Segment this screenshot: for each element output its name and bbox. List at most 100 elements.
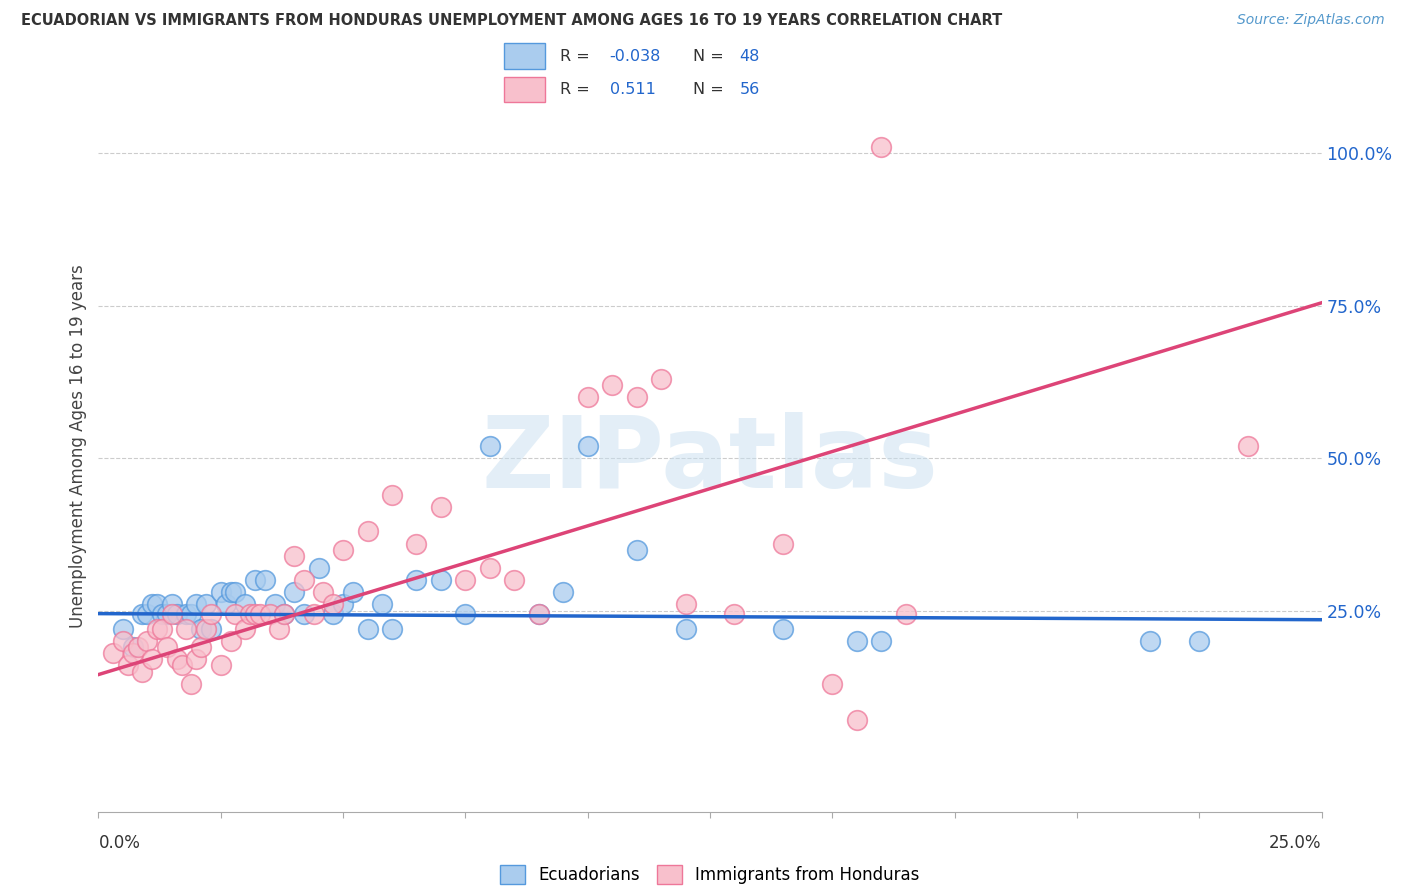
Point: [219, 585, 242, 599]
Point: [186, 598, 208, 612]
Point: [141, 598, 163, 612]
Text: 48: 48: [740, 49, 759, 63]
Point: [263, 598, 285, 612]
Text: R =: R =: [560, 49, 591, 63]
Point: [870, 140, 893, 154]
Point: [195, 622, 218, 636]
Point: [136, 634, 159, 648]
Point: [249, 607, 271, 621]
Point: [127, 640, 149, 655]
Point: [371, 598, 394, 612]
Point: [111, 622, 134, 636]
Point: [553, 585, 575, 599]
Point: [454, 607, 477, 621]
Point: [322, 598, 344, 612]
Point: [626, 542, 648, 557]
Point: [156, 640, 179, 655]
Point: [273, 607, 295, 621]
Point: [650, 372, 672, 386]
Text: -0.038: -0.038: [610, 49, 661, 63]
Point: [1237, 439, 1260, 453]
Point: [845, 714, 868, 728]
Point: [180, 676, 202, 690]
Text: Source: ZipAtlas.com: Source: ZipAtlas.com: [1237, 13, 1385, 28]
Point: [186, 652, 208, 666]
Point: [176, 607, 198, 621]
Point: [332, 598, 354, 612]
Point: [675, 622, 697, 636]
Point: [156, 607, 179, 621]
Text: N =: N =: [693, 82, 724, 97]
Point: [141, 652, 163, 666]
Point: [870, 634, 893, 648]
Point: [224, 607, 246, 621]
Point: [176, 622, 198, 636]
Point: [150, 607, 173, 621]
Point: [243, 607, 266, 621]
Text: 25.0%: 25.0%: [1270, 834, 1322, 852]
Point: [600, 378, 623, 392]
Text: R =: R =: [560, 82, 591, 97]
Point: [224, 585, 246, 599]
Point: [200, 622, 222, 636]
Text: 0.0%: 0.0%: [98, 834, 141, 852]
Point: [576, 439, 599, 453]
Point: [430, 573, 453, 587]
Point: [342, 585, 364, 599]
Point: [209, 585, 232, 599]
Legend: Ecuadorians, Immigrants from Honduras: Ecuadorians, Immigrants from Honduras: [494, 859, 927, 891]
Point: [160, 598, 183, 612]
Point: [273, 607, 295, 621]
Point: [200, 607, 222, 621]
Point: [322, 607, 344, 621]
Point: [527, 607, 550, 621]
Point: [283, 549, 305, 563]
Point: [381, 622, 404, 636]
Point: [101, 646, 124, 660]
Point: [117, 658, 139, 673]
Point: [405, 573, 427, 587]
Point: [239, 607, 262, 621]
Point: [626, 390, 648, 404]
Y-axis label: Unemployment Among Ages 16 to 19 years: Unemployment Among Ages 16 to 19 years: [69, 264, 87, 628]
Point: [269, 622, 291, 636]
Point: [454, 573, 477, 587]
Point: [381, 488, 404, 502]
Point: [283, 585, 305, 599]
Text: 0.511: 0.511: [610, 82, 655, 97]
Point: [121, 646, 143, 660]
Point: [356, 622, 378, 636]
Point: [292, 607, 315, 621]
Point: [111, 634, 134, 648]
Point: [772, 536, 794, 550]
Point: [292, 573, 315, 587]
Point: [219, 634, 242, 648]
Point: [527, 607, 550, 621]
Point: [195, 598, 218, 612]
Point: [503, 573, 526, 587]
Point: [214, 598, 236, 612]
Point: [894, 607, 917, 621]
Point: [1139, 634, 1161, 648]
Point: [209, 658, 232, 673]
Text: ZIPatlas: ZIPatlas: [482, 412, 938, 509]
Point: [576, 390, 599, 404]
Point: [243, 573, 266, 587]
Point: [332, 542, 354, 557]
Text: 56: 56: [740, 82, 759, 97]
Point: [430, 500, 453, 514]
Point: [150, 622, 173, 636]
Bar: [505, 77, 544, 103]
Point: [121, 640, 143, 655]
Point: [308, 561, 330, 575]
Point: [259, 607, 281, 621]
Point: [190, 622, 212, 636]
Point: [405, 536, 427, 550]
Point: [478, 561, 501, 575]
Point: [356, 524, 378, 539]
Point: [723, 607, 745, 621]
Point: [675, 598, 697, 612]
Point: [170, 658, 193, 673]
Text: ECUADORIAN VS IMMIGRANTS FROM HONDURAS UNEMPLOYMENT AMONG AGES 16 TO 19 YEARS CO: ECUADORIAN VS IMMIGRANTS FROM HONDURAS U…: [21, 13, 1002, 29]
Point: [845, 634, 868, 648]
